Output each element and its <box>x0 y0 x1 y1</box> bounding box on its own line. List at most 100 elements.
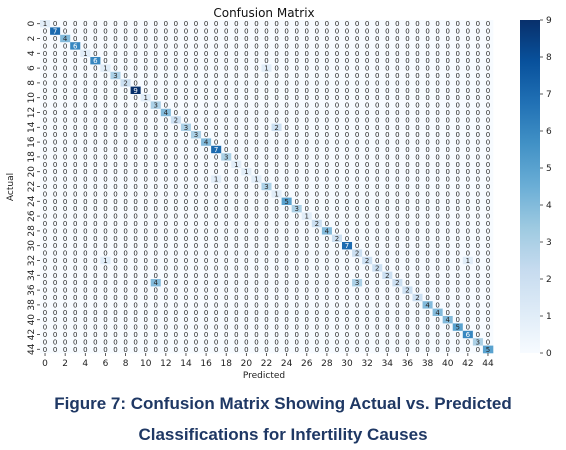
heatmap-cell-label: 0 <box>405 35 409 43</box>
heatmap-cell-label: 0 <box>456 42 460 50</box>
heatmap-cell-label: 0 <box>456 346 460 354</box>
heatmap-cell-label: 0 <box>335 35 339 43</box>
heatmap-cell-label: 0 <box>405 346 409 354</box>
figure-caption: Figure 7: Confusion Matrix Showing Actua… <box>0 388 566 450</box>
heatmap-cell <box>442 42 454 50</box>
heatmap-cell-label: 0 <box>43 28 47 36</box>
heatmap-cell-label: 1 <box>43 20 47 28</box>
heatmap-cell-label: 0 <box>73 35 77 43</box>
heatmap-cell-label: 0 <box>133 28 137 36</box>
heatmap-cell-label: 0 <box>284 42 288 50</box>
heatmap-cell <box>261 27 272 36</box>
heatmap-cell-label: 0 <box>375 346 379 354</box>
x-tick-label: 26 <box>301 359 313 369</box>
heatmap-cell-label: 0 <box>93 20 97 28</box>
heatmap-cell <box>180 42 192 50</box>
heatmap-cell-label: 0 <box>214 28 218 36</box>
heatmap-cell-label: 0 <box>123 42 127 50</box>
heatmap-cell-label: 0 <box>435 42 439 50</box>
heatmap-cell-label: 0 <box>123 346 127 354</box>
heatmap-cell-label: 0 <box>385 42 389 50</box>
x-tick-label: 44 <box>482 359 494 369</box>
heatmap-cell <box>251 34 262 43</box>
x-tick-label: 18 <box>221 359 233 369</box>
heatmap-cell <box>251 20 262 28</box>
heatmap-cell-label: 0 <box>355 35 359 43</box>
heatmap-cell-label: 0 <box>425 42 429 50</box>
heatmap-cell <box>301 27 313 36</box>
heatmap-cell-label: 0 <box>294 28 298 36</box>
heatmap-cell <box>221 20 232 28</box>
heatmap-cell <box>331 27 343 36</box>
heatmap-cell-label: 0 <box>274 346 278 354</box>
heatmap-cell <box>40 20 51 28</box>
heatmap-cell <box>432 27 443 36</box>
heatmap-cell-label: 0 <box>385 346 389 354</box>
heatmap-cell-label: 0 <box>274 20 278 28</box>
heatmap-cell-label: 0 <box>133 35 137 43</box>
heatmap-cell-label: 0 <box>63 28 67 36</box>
heatmap-cell-label: 0 <box>476 35 480 43</box>
heatmap-cell-label: 0 <box>164 35 168 43</box>
heatmap-cell-label: 0 <box>476 42 480 50</box>
y-tick-label: 40 <box>27 314 37 326</box>
heatmap-cell <box>352 42 363 50</box>
heatmap-cell <box>50 42 61 50</box>
heatmap-cell <box>100 34 111 43</box>
y-tick-label: 4 <box>27 50 37 56</box>
heatmap-cell-label: 0 <box>274 35 278 43</box>
heatmap-cell <box>201 42 212 50</box>
heatmap-cell <box>482 34 494 43</box>
x-tick-label: 2 <box>62 359 68 369</box>
x-tick-label: 8 <box>123 359 129 369</box>
heatmap-cell-label: 0 <box>63 346 67 354</box>
heatmap-cell-label: 0 <box>73 346 77 354</box>
heatmap-cell-label: 0 <box>486 42 490 50</box>
heatmap-cell-label: 0 <box>456 28 460 36</box>
y-tick-label: 8 <box>27 80 37 86</box>
heatmap-cell <box>100 42 111 50</box>
heatmap-cell <box>432 20 443 28</box>
x-tick-label: 16 <box>200 359 212 369</box>
heatmap-cell-label: 0 <box>486 20 490 28</box>
heatmap-cell-label: 0 <box>294 42 298 50</box>
heatmap-cell <box>60 27 71 36</box>
heatmap-cell <box>110 42 121 50</box>
heatmap-cell-label: 0 <box>194 35 198 43</box>
heatmap-cell-label: 0 <box>63 50 67 58</box>
heatmap-cell <box>90 27 101 36</box>
heatmap-cell-label: 1 <box>83 50 87 58</box>
heatmap-cell <box>362 42 373 50</box>
heatmap-cell-label: 0 <box>294 20 298 28</box>
heatmap-cell <box>150 42 162 50</box>
heatmap-cell <box>191 34 202 43</box>
heatmap-cell-label: 0 <box>335 346 339 354</box>
heatmap-cell-label: 0 <box>445 346 449 354</box>
heatmap-cell <box>180 34 192 43</box>
heatmap-cell <box>70 49 81 58</box>
heatmap-cell <box>271 42 282 50</box>
heatmap-cell-label: 0 <box>103 50 107 58</box>
heatmap-cell <box>80 42 91 50</box>
x-tick-label: 6 <box>103 359 109 369</box>
heatmap-cell-label: 0 <box>93 35 97 43</box>
heatmap-cell <box>60 20 71 28</box>
heatmap-cell <box>110 49 121 58</box>
heatmap-cell-label: 0 <box>435 35 439 43</box>
heatmap-cell-label: 0 <box>466 346 470 354</box>
heatmap-cell <box>40 34 51 43</box>
heatmap-cell-label: 0 <box>123 28 127 36</box>
heatmap-cell-label: 0 <box>445 42 449 50</box>
heatmap-cell <box>482 20 494 28</box>
heatmap-cell-label: 0 <box>415 346 419 354</box>
heatmap-cell-label: 0 <box>53 50 57 58</box>
heatmap-cell-label: 0 <box>174 346 178 354</box>
heatmap-cell <box>412 27 423 36</box>
heatmap-cell-label: 0 <box>103 28 107 36</box>
heatmap-cell <box>80 27 91 36</box>
x-tick-label: 28 <box>321 359 333 369</box>
chart-title: Confusion Matrix <box>213 6 314 20</box>
heatmap-cell <box>452 20 464 28</box>
heatmap-cell <box>201 34 212 43</box>
heatmap-cell <box>110 27 121 36</box>
